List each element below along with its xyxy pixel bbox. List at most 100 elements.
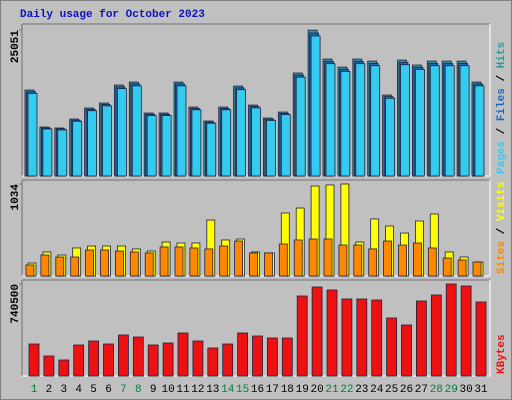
bar bbox=[341, 298, 353, 377]
x-tick-label: 26 bbox=[400, 384, 413, 396]
bar bbox=[475, 301, 487, 377]
bar bbox=[281, 337, 293, 377]
legend-separator: / bbox=[496, 221, 508, 241]
bar bbox=[460, 285, 472, 377]
bar bbox=[70, 256, 80, 277]
x-tick-label: 1 bbox=[31, 384, 38, 396]
bar bbox=[191, 109, 202, 177]
x-tick-label: 15 bbox=[236, 384, 249, 396]
bar bbox=[340, 71, 351, 177]
bar bbox=[129, 251, 139, 277]
bar bbox=[88, 340, 99, 377]
bar bbox=[325, 63, 336, 177]
bar bbox=[415, 300, 427, 377]
bar bbox=[326, 289, 338, 377]
x-tick-label: 17 bbox=[266, 384, 279, 396]
x-tick-label: 10 bbox=[161, 384, 174, 396]
bar bbox=[72, 120, 83, 177]
bar bbox=[266, 337, 278, 377]
x-tick-label: 22 bbox=[340, 384, 353, 396]
legend-entry: Hits bbox=[496, 42, 508, 68]
bar bbox=[55, 256, 65, 277]
bar bbox=[40, 254, 50, 277]
bar bbox=[234, 240, 244, 277]
bar bbox=[444, 65, 455, 177]
x-tick-label: 13 bbox=[206, 384, 219, 396]
bar bbox=[311, 286, 323, 377]
bar bbox=[386, 317, 398, 377]
bar bbox=[427, 247, 437, 277]
bar bbox=[236, 89, 247, 177]
x-tick-label: 28 bbox=[430, 384, 443, 396]
x-tick-label: 5 bbox=[90, 384, 97, 396]
bar bbox=[176, 85, 187, 177]
x-tick-label: 19 bbox=[296, 384, 309, 396]
bar bbox=[131, 85, 142, 177]
x-tick-label: 16 bbox=[251, 384, 264, 396]
bar bbox=[102, 105, 112, 177]
x-tick-label: 23 bbox=[355, 384, 368, 396]
bar bbox=[278, 243, 288, 277]
bar bbox=[368, 248, 378, 277]
bar bbox=[383, 240, 393, 277]
x-tick-label: 21 bbox=[325, 384, 339, 396]
legend-entry: Visits bbox=[496, 182, 508, 222]
bar bbox=[144, 252, 154, 277]
bar bbox=[401, 324, 412, 377]
bar bbox=[474, 85, 485, 177]
bar bbox=[43, 355, 55, 377]
legend-entry: Pages bbox=[496, 141, 508, 174]
legend-entry: KBytes bbox=[496, 334, 508, 374]
bar bbox=[265, 119, 276, 177]
bar bbox=[177, 332, 189, 377]
bar bbox=[27, 93, 38, 177]
y-tick-label: 1034 bbox=[10, 184, 22, 211]
x-tick-label: 2 bbox=[46, 384, 53, 396]
bar bbox=[73, 344, 85, 377]
legend: Pages / Files / Hits bbox=[496, 42, 508, 174]
x-tick-label: 25 bbox=[385, 384, 398, 396]
legend-entry: Files bbox=[496, 88, 508, 121]
bar bbox=[371, 299, 383, 377]
bar bbox=[280, 114, 291, 177]
bar bbox=[429, 65, 440, 177]
bar bbox=[174, 246, 184, 277]
x-tick-label: 14 bbox=[221, 384, 235, 396]
bar bbox=[353, 244, 363, 277]
bar bbox=[87, 110, 97, 177]
bar bbox=[222, 343, 234, 377]
bar bbox=[308, 238, 318, 277]
bar bbox=[189, 247, 199, 277]
bar bbox=[400, 64, 410, 177]
x-tick-label: 18 bbox=[281, 384, 294, 396]
x-tick-label: 24 bbox=[370, 384, 384, 396]
bar bbox=[237, 332, 249, 377]
bar bbox=[295, 76, 306, 177]
bar bbox=[263, 252, 273, 277]
bar bbox=[252, 335, 263, 377]
bar bbox=[459, 65, 470, 177]
x-tick-label: 6 bbox=[105, 384, 112, 396]
bar bbox=[117, 88, 127, 177]
x-tick-label: 9 bbox=[150, 384, 157, 396]
x-tick-label: 30 bbox=[459, 384, 472, 396]
bar bbox=[162, 342, 174, 377]
bar bbox=[161, 115, 172, 177]
x-tick-label: 29 bbox=[445, 384, 458, 396]
bar bbox=[338, 244, 348, 277]
bar bbox=[206, 122, 217, 177]
y-tick-label: 25051 bbox=[10, 30, 22, 63]
bar bbox=[442, 257, 452, 277]
bar bbox=[204, 248, 214, 277]
bar bbox=[25, 264, 35, 277]
bar bbox=[103, 343, 114, 377]
bar bbox=[42, 128, 53, 177]
x-tick-label: 20 bbox=[310, 384, 323, 396]
bar bbox=[414, 69, 425, 177]
bar bbox=[430, 294, 442, 377]
bar bbox=[445, 283, 457, 377]
bar bbox=[159, 246, 169, 277]
legend-separator: / bbox=[496, 68, 508, 88]
bar bbox=[370, 65, 381, 177]
